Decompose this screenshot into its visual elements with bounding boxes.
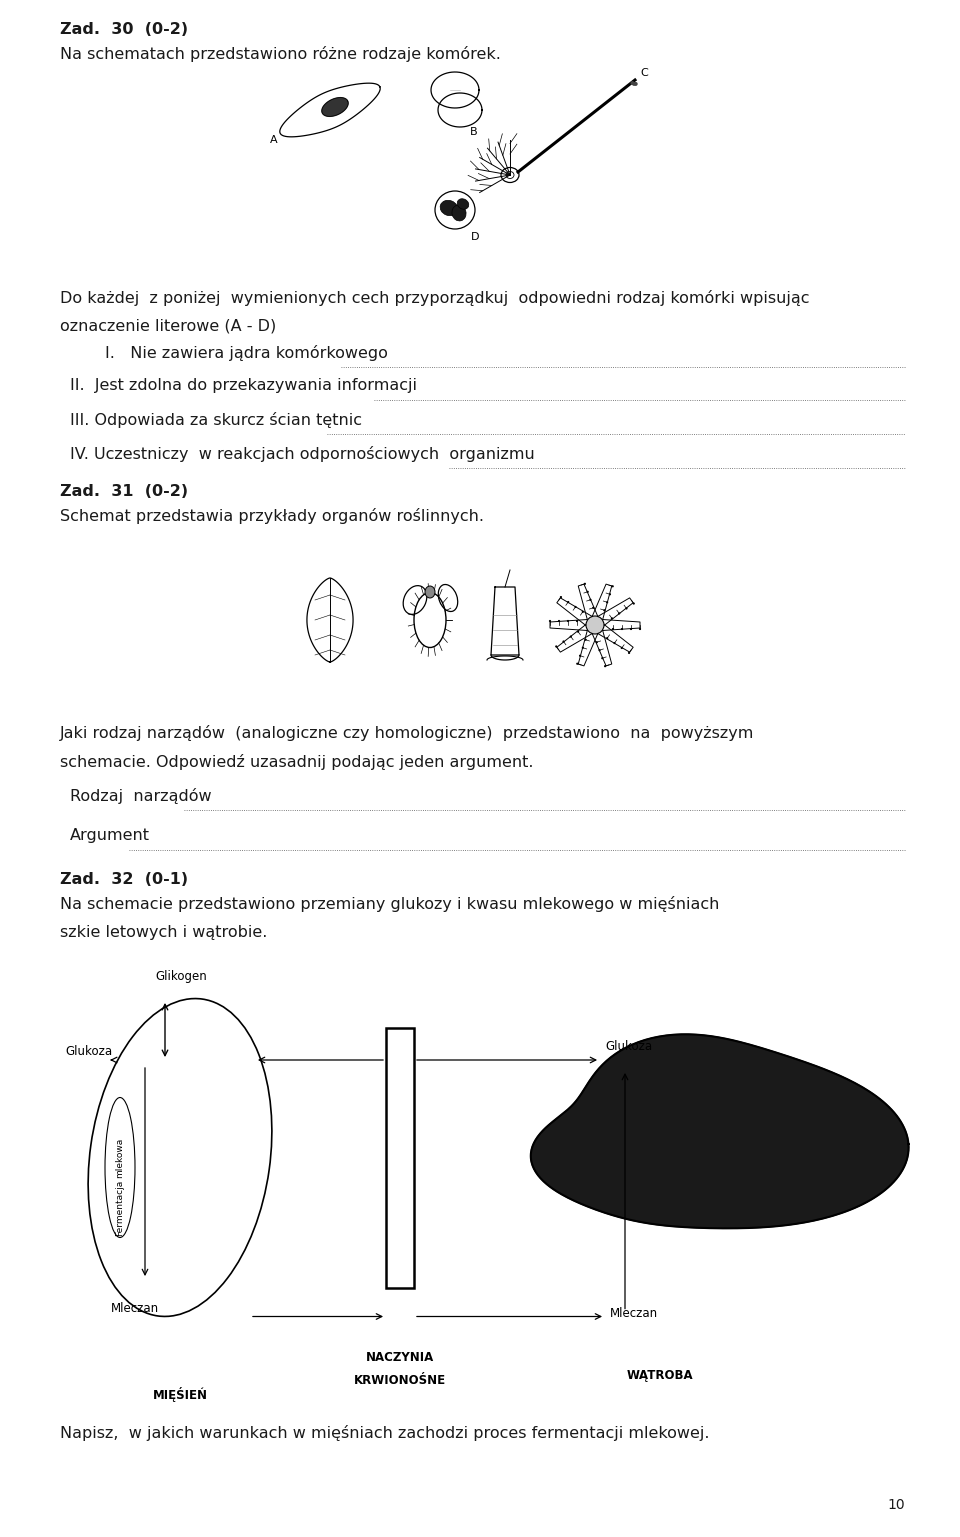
Ellipse shape [612,629,614,630]
Text: Glukoza: Glukoza [65,1045,112,1057]
Text: Glukoza: Glukoza [605,1041,652,1053]
Text: Napisz,  w jakich warunkach w mięśniach zachodzi proces fermentacji mlekowej.: Napisz, w jakich warunkach w mięśniach z… [60,1425,709,1442]
Ellipse shape [631,81,635,85]
Text: Do każdej  z poniżej  wymienionych cech przyporządkuj  odpowiedni rodzaj komórki: Do każdej z poniżej wymienionych cech pr… [60,290,809,306]
Text: Mleczan: Mleczan [610,1306,659,1319]
Ellipse shape [639,629,641,630]
Ellipse shape [613,642,615,644]
Ellipse shape [457,198,468,209]
Ellipse shape [604,666,606,667]
Ellipse shape [628,652,630,655]
Text: MIĘŚIEŃ: MIĘŚIEŃ [153,1386,207,1402]
Ellipse shape [611,618,613,619]
Text: Argument: Argument [70,828,150,842]
Ellipse shape [589,599,591,601]
Ellipse shape [609,593,611,595]
Ellipse shape [574,606,577,609]
Text: C: C [640,68,648,78]
Ellipse shape [595,641,598,644]
Ellipse shape [592,607,594,609]
Text: D: D [471,232,479,241]
Text: II.  Jest zdolna do przekazywania informacji: II. Jest zdolna do przekazywania informa… [70,378,417,393]
Ellipse shape [618,612,620,615]
Text: Mleczan: Mleczan [111,1302,159,1314]
Ellipse shape [606,601,609,604]
Ellipse shape [621,647,623,649]
Text: IV. Uczestniczy  w reakcjach odpornościowych  organizmu: IV. Uczestniczy w reakcjach odpornościow… [70,446,535,463]
Ellipse shape [612,586,613,587]
Ellipse shape [601,658,604,659]
Text: NACZYNIA: NACZYNIA [366,1351,434,1363]
Ellipse shape [576,662,578,666]
Ellipse shape [555,646,558,647]
Ellipse shape [579,655,581,656]
Text: Zad.  31  (0-2): Zad. 31 (0-2) [60,484,188,500]
Ellipse shape [585,639,587,641]
Ellipse shape [567,619,569,622]
Text: szkie letowych i wątrobie.: szkie letowych i wątrobie. [60,924,268,939]
Text: Zad.  30  (0-2): Zad. 30 (0-2) [60,22,188,37]
Bar [386,1028,414,1288]
Polygon shape [531,1034,908,1228]
Ellipse shape [633,603,635,604]
Ellipse shape [425,586,435,598]
Text: Na schematach przedstawiono różne rodzaje komórek.: Na schematach przedstawiono różne rodzaj… [60,46,501,61]
Ellipse shape [586,616,604,633]
Text: 10: 10 [887,1499,905,1512]
Text: Na schemacie przedstawiono przemiany glukozy i kwasu mlekowego w mięśniach: Na schemacie przedstawiono przemiany glu… [60,896,719,911]
Ellipse shape [606,636,609,639]
Ellipse shape [582,610,584,613]
Ellipse shape [577,630,579,633]
Text: A: A [270,135,277,144]
Text: I.   Nie zawiera jądra komórkowego: I. Nie zawiera jądra komórkowego [105,344,388,361]
Ellipse shape [621,629,623,630]
Ellipse shape [560,596,562,598]
Text: Rodzaj  narządów: Rodzaj narządów [70,788,211,804]
Text: schemacie. Odpowiedź uzasadnij podając jeden argument.: schemacie. Odpowiedź uzasadnij podając j… [60,753,534,770]
Ellipse shape [576,619,578,622]
Polygon shape [322,98,348,117]
Text: WĄTROBA: WĄTROBA [627,1369,693,1382]
Text: oznaczenie literowe (A - D): oznaczenie literowe (A - D) [60,318,276,334]
Text: mlekowa: mlekowa [115,1137,125,1177]
Ellipse shape [625,607,628,610]
Text: B: B [470,128,478,137]
Ellipse shape [563,641,564,642]
Ellipse shape [630,629,632,630]
Text: KRWIONOŚNE: KRWIONOŚNE [354,1374,446,1386]
Ellipse shape [569,635,572,638]
Ellipse shape [452,204,466,221]
Text: Glikogen: Glikogen [155,970,206,984]
Text: Schemat przedstawia przykłady organów roślinnych.: Schemat przedstawia przykłady organów ro… [60,509,484,524]
Ellipse shape [603,609,606,612]
Text: Jaki rodzaj narządów  (analogiczne czy homologiczne)  przedstawiono  na  powyższ: Jaki rodzaj narządów (analogiczne czy ho… [60,725,755,741]
Ellipse shape [584,583,586,586]
Ellipse shape [582,647,584,649]
Ellipse shape [549,619,551,622]
Text: Fermentacja: Fermentacja [115,1179,125,1236]
Ellipse shape [441,200,458,215]
Ellipse shape [598,649,601,652]
Ellipse shape [634,81,637,86]
Text: Zad.  32  (0-1): Zad. 32 (0-1) [60,871,188,887]
Ellipse shape [587,590,588,593]
Ellipse shape [632,81,636,86]
Ellipse shape [558,619,560,622]
Ellipse shape [567,601,569,603]
Text: III. Odpowiada za skurcz ścian tętnic: III. Odpowiada za skurcz ścian tętnic [70,412,362,427]
